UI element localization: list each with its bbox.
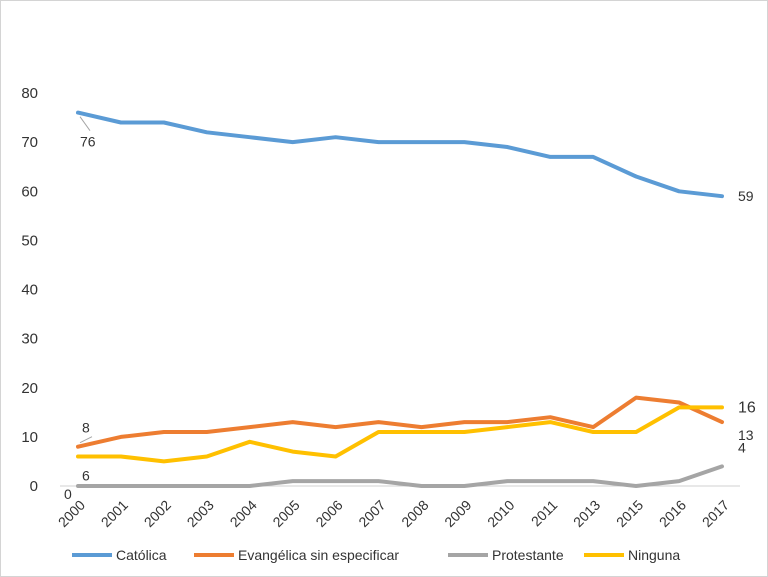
y-tick-label: 10	[21, 429, 38, 446]
y-axis-ticks: 0 10 20 30 40 50 60 70 80	[21, 85, 38, 495]
series-line-2	[76, 395, 724, 449]
x-tick-label: 2017	[699, 497, 732, 530]
data-label: 59	[738, 188, 754, 204]
x-tick-label: 2006	[312, 497, 345, 530]
data-label-leader	[79, 436, 93, 444]
legend: Católica Evangélica sin especificar Protes…	[72, 547, 680, 563]
y-tick-label: 0	[30, 478, 38, 495]
data-label: 76	[80, 134, 96, 150]
data-label: 6	[82, 468, 90, 484]
series-line-1	[76, 110, 724, 199]
x-axis-ticks: 2000 2001 2002 2003 2004 2005 2006 2007 2008 2009…	[55, 497, 732, 530]
data-label: 8	[82, 420, 90, 436]
x-tick-label: 2010	[484, 497, 517, 530]
x-tick-label: 2016	[656, 497, 689, 530]
x-tick-label: 2002	[141, 497, 174, 530]
series-line-4	[76, 405, 724, 464]
y-tick-label: 20	[21, 380, 38, 397]
data-label-leader	[79, 116, 91, 131]
x-tick-label: 2001	[98, 497, 131, 530]
data-label: 13	[738, 427, 754, 443]
x-tick-label: 2013	[570, 497, 603, 530]
legend-label: Ninguna	[628, 547, 680, 563]
data-label: 16	[738, 399, 756, 416]
x-tick-label: 2015	[613, 497, 646, 530]
data-label: 4	[738, 439, 746, 455]
x-tick-label: 2007	[355, 497, 388, 530]
x-tick-label: 2005	[269, 497, 302, 530]
y-tick-label: 60	[21, 183, 38, 200]
data-labels: 76 59 8 13 0 4 6 16	[64, 116, 756, 502]
x-tick-label: 2009	[441, 497, 474, 530]
x-tick-label: 2011	[528, 497, 561, 530]
data-label: 0	[64, 486, 72, 502]
legend-label: Protestante	[492, 547, 564, 563]
y-tick-label: 70	[21, 134, 38, 151]
y-tick-label: 80	[21, 85, 38, 102]
y-tick-label: 30	[21, 331, 38, 348]
series-lines	[76, 110, 724, 488]
x-tick-label: 2004	[227, 497, 260, 530]
x-tick-label: 2008	[398, 497, 431, 530]
y-tick-label: 50	[21, 232, 38, 249]
series-line-3	[76, 464, 724, 488]
legend-label: Católica	[116, 547, 167, 563]
legend-label: Evangélica sin especificar	[238, 547, 399, 563]
y-tick-label: 40	[21, 282, 38, 299]
x-tick-label: 2003	[184, 497, 217, 530]
